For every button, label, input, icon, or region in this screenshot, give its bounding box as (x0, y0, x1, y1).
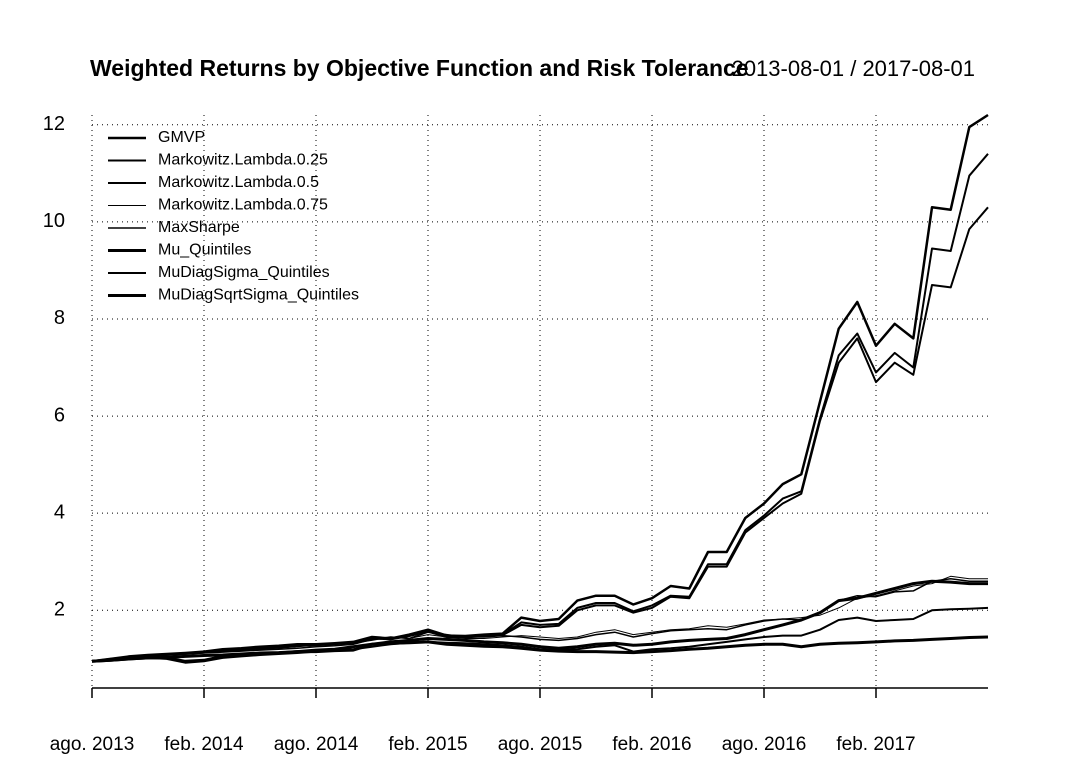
x-tick-label: ago. 2016 (722, 734, 807, 755)
y-tick-label: 6 (54, 404, 65, 426)
y-tick-label: 12 (43, 113, 65, 135)
x-tick-label: feb. 2016 (612, 734, 691, 755)
legend-label: GMVP (158, 129, 205, 146)
legend-label: MuDiagSqrtSigma_Quintiles (158, 287, 359, 304)
chart-subtitle: 2013-08-01 / 2017-08-01 (732, 56, 975, 81)
legend-label: MuDiagSigma_Quintiles (158, 264, 330, 281)
legend-label: Markowitz.Lambda.0.25 (158, 152, 328, 169)
y-tick-label: 10 (43, 210, 65, 232)
x-tick-label: ago. 2013 (50, 734, 135, 755)
y-tick-label: 4 (54, 501, 65, 523)
legend-label: Markowitz.Lambda.0.75 (158, 197, 328, 214)
x-tick-label: feb. 2014 (164, 734, 244, 755)
x-tick-label: feb. 2017 (836, 734, 915, 755)
legend-label: Mu_Quintiles (158, 242, 251, 259)
legend-label: Markowitz.Lambda.0.5 (158, 174, 319, 191)
chart-title: Weighted Returns by Objective Function a… (90, 55, 749, 81)
legend-label: MaxSharpe (158, 219, 240, 236)
y-tick-label: 2 (54, 599, 65, 621)
series-line (91, 635, 989, 663)
x-tick-label: ago. 2014 (274, 734, 359, 755)
x-tick-label: feb. 2015 (388, 734, 467, 755)
series-line (91, 575, 988, 662)
y-tick-label: 8 (54, 307, 65, 329)
x-tick-label: ago. 2015 (498, 734, 583, 755)
